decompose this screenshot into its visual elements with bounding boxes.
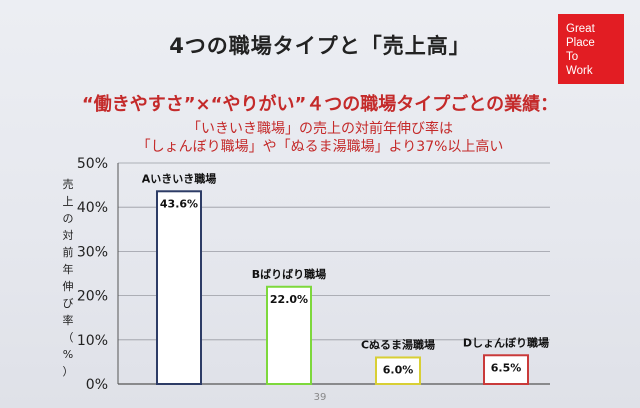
bar [483,354,529,385]
category-label: Bばりばり職場 [252,267,326,281]
great-place-to-work-logo: Great Place To Work [558,14,624,84]
bar-value-label: 43.6% [160,197,198,210]
description-line-1: 「いきいき職場」の売上の対前年伸び率は [187,121,453,137]
y-tick-label: 20% [77,289,108,305]
description-line-2: 「しょんぼり職場」や「ぬるま湯職場」より37%以上高い [136,139,504,155]
bar [156,190,202,385]
category-label: Aいきいき職場 [142,171,217,185]
bar [266,285,312,386]
y-axis-label: 売上の対前年伸び率（%） [63,178,74,378]
y-tick-label: 50% [77,156,108,172]
page-number: 39 [313,392,327,403]
logo-line-4: Work [566,65,593,77]
logo-line-2: Place [566,37,595,49]
y-tick-label: 30% [77,244,108,260]
logo-line-1: Great [566,23,595,35]
y-tick-label: 0% [86,377,108,390]
bar-value-label: 22.0% [270,293,308,306]
logo-line-3: To [566,51,579,63]
category-label: Dしょんぼり職場 [463,335,549,349]
bar-value-label: 6.0% [383,363,414,376]
bar [375,356,421,386]
slide-subtitle: “働きやすさ”×“やりがい”４つの職場タイプごとの業績： [81,94,559,115]
slide-title: 4つの職場タイプと「売上高」 [169,34,471,58]
bar-chart: 0% 10% 20% 30% 40% 50%売上の対前年伸び率（%） 43.6% Aいきいき職… [63,156,550,390]
y-tick-label: 40% [77,200,108,216]
bar-value-label: 6.5% [491,361,522,374]
category-label: Cぬるま湯職場 [361,337,435,351]
y-tick-label: 10% [77,333,108,349]
